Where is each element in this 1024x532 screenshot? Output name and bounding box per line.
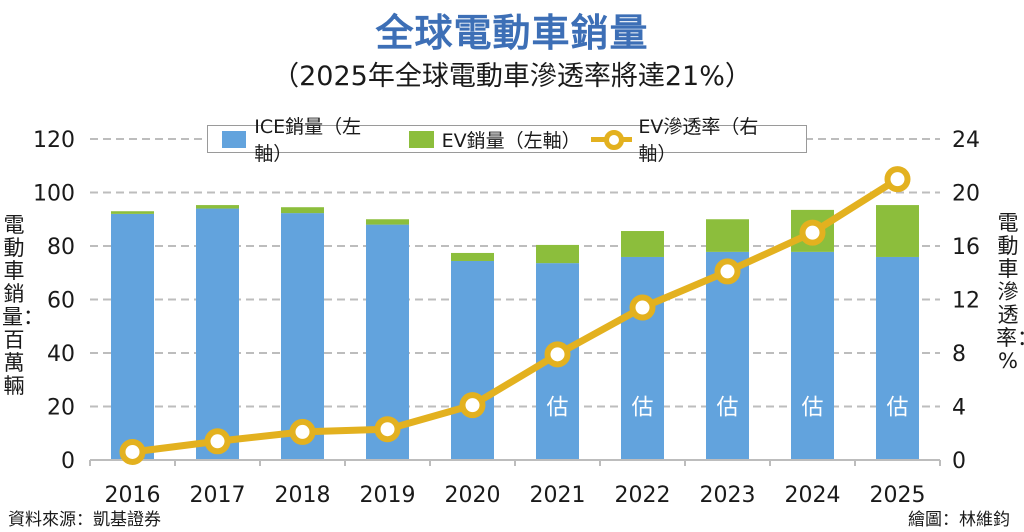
bar-ev (281, 207, 324, 214)
chart-title: 全球電動車銷量 (375, 11, 649, 55)
estimate-label: 估 (801, 396, 823, 421)
x-tick-label: 2017 (190, 483, 246, 508)
rate-line (119, 166, 911, 465)
x-tick-label: 2021 (530, 483, 586, 508)
credit-note: 繪圖：林維鈞 (908, 510, 1010, 530)
legend-item-ev: EV銷量（左軸） (409, 126, 581, 153)
rate-line-path (132, 176, 900, 456)
y-axis-left: 0 20 40 60 80 100 120 (33, 128, 75, 474)
x-tick-label: 2023 (700, 483, 756, 508)
legend-label-ev: EV銷量（左軸） (441, 129, 581, 152)
x-tick-label: 2016 (105, 483, 161, 508)
bar-ev (451, 252, 494, 261)
bars: 估估估估估 (111, 205, 919, 460)
y-tick-label-right: 16 (952, 235, 980, 260)
rate-point (374, 416, 401, 443)
y-axis-left-label: 電動車銷量：百萬輛 (2, 213, 44, 398)
bar-ev (111, 211, 154, 214)
x-axis: 2016 2017 2018 2019 2020 2021 2022 2023 2024 2025 (89, 459, 941, 508)
bar-ev (706, 219, 749, 252)
bar-ice (876, 256, 919, 460)
rate-point (204, 428, 231, 455)
legend: ICE銷量（左軸） EV銷量（左軸） EV滲透率（右軸） (207, 116, 807, 165)
legend-swatch-rate (591, 129, 633, 150)
y-tick-label-right: 24 (952, 128, 980, 153)
x-tick-label: 2025 (870, 483, 926, 508)
bar-ice (111, 213, 154, 460)
bar-ice (706, 251, 749, 460)
bar-ice (451, 260, 494, 460)
y-tick-label-right: 8 (952, 342, 966, 367)
y-axis-right: 0 4 8 12 16 20 24 (952, 128, 980, 474)
rate-point (799, 219, 826, 246)
x-tick-label: 2024 (785, 483, 841, 508)
bar-ev (621, 231, 664, 257)
bar-ice (196, 208, 239, 460)
legend-label-rate: EV滲透率（右軸） (638, 116, 759, 165)
y-tick-label-right: 12 (952, 289, 980, 314)
y-tick-label-right: 4 (952, 396, 966, 421)
bar-ice (281, 213, 324, 460)
y-tick-label-left: 60 (47, 289, 75, 314)
y-tick-label-left: 20 (47, 396, 75, 421)
rate-point (714, 258, 741, 285)
y-tick-label-left: 100 (33, 182, 75, 207)
y-tick-label-left: 40 (47, 342, 75, 367)
bar-ev (536, 244, 579, 264)
y-tick-label-left: 120 (33, 128, 75, 153)
y-tick-label-left: 80 (47, 235, 75, 260)
x-tick-label: 2022 (615, 483, 671, 508)
legend-swatch-ev (409, 130, 434, 148)
y-tick-label-right: 0 (952, 449, 966, 474)
rate-point (289, 418, 316, 445)
rate-point (544, 341, 571, 368)
estimate-label: 估 (886, 396, 908, 421)
estimate-label: 估 (631, 396, 653, 421)
y-axis-right-label: 電動車滲透率：% (996, 211, 1024, 373)
bar-ice (791, 251, 834, 460)
rate-point (459, 392, 486, 419)
estimate-label: 估 (716, 396, 738, 421)
bar-ice (621, 256, 664, 460)
estimate-label: 估 (546, 396, 568, 421)
rate-point (629, 294, 656, 321)
source-note: 資料來源：凱基證券 (8, 510, 161, 530)
legend-swatch-ice (222, 130, 247, 148)
rate-point (119, 438, 146, 465)
legend-label-ice: ICE銷量（左軸） (254, 116, 362, 165)
rate-point (884, 166, 911, 193)
bar-ev (196, 205, 239, 209)
legend-item-ice: ICE銷量（左軸） (222, 112, 389, 166)
y-tick-label-left: 0 (61, 449, 75, 474)
bar-ev (876, 205, 919, 257)
x-tick-label: 2019 (360, 483, 416, 508)
y-tick-label-right: 20 (952, 182, 980, 207)
chart-subtitle: （2025年全球電動車滲透率將達21%） (272, 61, 752, 92)
x-tick-label: 2020 (445, 483, 501, 508)
bar-ev (366, 219, 409, 225)
x-tick-label: 2018 (275, 483, 331, 508)
legend-item-rate: EV滲透率（右軸） (591, 112, 786, 166)
